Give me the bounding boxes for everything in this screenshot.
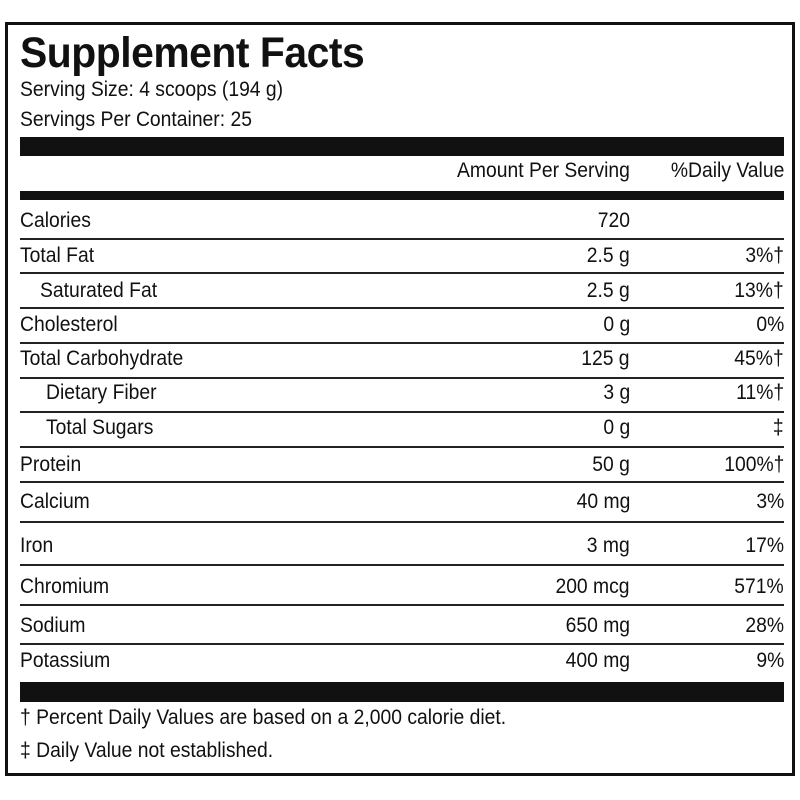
title: Supplement Facts — [20, 29, 365, 77]
supplement-facts-label: Supplement Facts Serving Size: 4 scoops … — [5, 22, 795, 776]
row-name: Protein — [20, 453, 82, 476]
row-daily-value: 9% — [756, 649, 784, 672]
row-amount: 400 mg — [565, 649, 630, 672]
row-amount: 40 mg — [576, 490, 630, 513]
row-amount: 50 g — [592, 453, 630, 476]
row-amount: 0 g — [603, 416, 630, 439]
row-name: Total Fat — [20, 244, 95, 267]
row-separator — [20, 521, 784, 523]
row-daily-value: 28% — [745, 614, 784, 637]
row-daily-value: 3% — [756, 490, 784, 513]
row-amount: 650 mg — [565, 614, 630, 637]
row-name: Sodium — [20, 614, 86, 637]
row-daily-value: ‡ — [773, 416, 784, 439]
row-daily-value: 17% — [745, 534, 784, 557]
row-daily-value: 13%† — [734, 279, 784, 302]
row-amount: 2.5 g — [587, 279, 630, 302]
row-amount: 3 mg — [587, 534, 630, 557]
row-separator — [20, 307, 784, 309]
divider-bar — [20, 682, 784, 702]
row-daily-value: 3%† — [745, 244, 784, 267]
column-header: Amount Per Serving — [457, 159, 630, 182]
row-daily-value: 45%† — [734, 347, 784, 370]
row-daily-value: 0% — [756, 313, 784, 336]
row-name: Saturated Fat — [40, 279, 158, 302]
row-name: Calcium — [20, 490, 90, 513]
row-amount: 2.5 g — [587, 244, 630, 267]
row-amount: 3 g — [603, 381, 630, 404]
row-amount: 125 g — [581, 347, 630, 370]
row-separator — [20, 446, 784, 448]
row-separator — [20, 377, 784, 379]
row-name: Dietary Fiber — [46, 381, 157, 404]
row-name: Total Sugars — [46, 416, 154, 439]
row-amount: 200 mcg — [555, 575, 630, 598]
row-name: Chromium — [20, 575, 110, 598]
footnote: ‡ Daily Value not established. — [20, 739, 274, 762]
row-daily-value: 100%† — [723, 453, 784, 476]
row-name: Calories — [20, 209, 91, 232]
row-name: Iron — [20, 534, 54, 557]
column-header: %Daily Value — [670, 159, 784, 182]
row-separator — [20, 272, 784, 274]
row-separator — [20, 411, 784, 413]
row-separator — [20, 643, 784, 645]
divider-bar — [20, 191, 784, 200]
row-name: Potassium — [20, 649, 111, 672]
row-separator — [20, 604, 784, 606]
row-name: Cholesterol — [20, 313, 118, 336]
row-amount: 720 — [597, 209, 630, 232]
servings-per-container: Servings Per Container: 25 — [20, 108, 252, 131]
row-daily-value: 571% — [734, 575, 784, 598]
row-separator — [20, 342, 784, 344]
row-separator — [20, 481, 784, 483]
row-separator — [20, 564, 784, 566]
row-separator — [20, 238, 784, 240]
row-name: Total Carbohydrate — [20, 347, 184, 370]
serving-size: Serving Size: 4 scoops (194 g) — [20, 78, 284, 101]
footnote: † Percent Daily Values are based on a 2,… — [20, 706, 507, 729]
divider-bar — [20, 137, 784, 156]
row-amount: 0 g — [603, 313, 630, 336]
row-daily-value: 11%† — [736, 381, 784, 404]
